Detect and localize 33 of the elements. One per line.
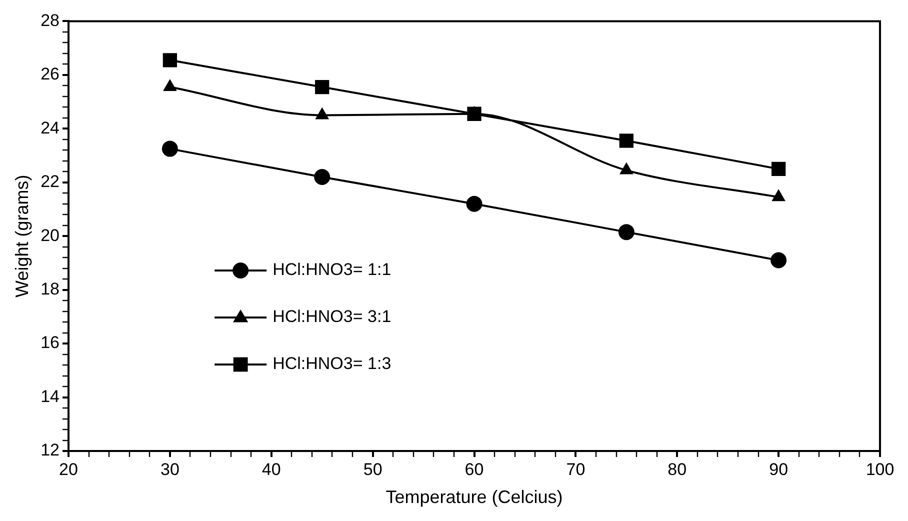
legend-label: HCl:HNO3= 1:1: [272, 260, 392, 280]
point: [619, 134, 634, 148]
point: [314, 169, 330, 186]
y-tick-label: 14: [40, 386, 60, 406]
y-tick-label: 22: [40, 172, 60, 192]
point: [466, 196, 482, 212]
y-tick-label: 28: [40, 10, 60, 30]
legend-label: HCl:HNO3= 1:3: [272, 354, 392, 374]
x-tick-label: 30: [160, 460, 180, 479]
x-tick-label: 80: [668, 460, 687, 479]
y-tick-label: 16: [40, 333, 60, 352]
x-tick-label: 50: [363, 460, 382, 479]
legend-label: HCl:HNO3= 3:1: [272, 307, 392, 326]
point: [162, 140, 178, 157]
y-axis-title: Weight (grams): [12, 174, 32, 298]
x-tick-label: 40: [262, 460, 281, 479]
point: [467, 106, 482, 121]
y-tick-label: 20: [40, 226, 60, 245]
x-tick-label: 90: [769, 460, 788, 479]
x-tick-label: 100: [866, 460, 894, 479]
x-tick-label: 20: [59, 460, 78, 479]
x-tick-label: 60: [464, 460, 484, 479]
y-tick-label: 26: [40, 64, 60, 84]
point: [618, 224, 634, 240]
y-tick-label: 12: [40, 440, 60, 460]
point: [162, 53, 178, 68]
point: [770, 252, 787, 268]
point: [315, 80, 330, 94]
x-axis-title: Temperature (Celcius): [386, 487, 563, 508]
y-tick-label: 24: [40, 118, 60, 138]
y-tick-label: 18: [40, 280, 60, 299]
x-tick-label: 70: [566, 460, 586, 479]
point: [771, 162, 786, 176]
